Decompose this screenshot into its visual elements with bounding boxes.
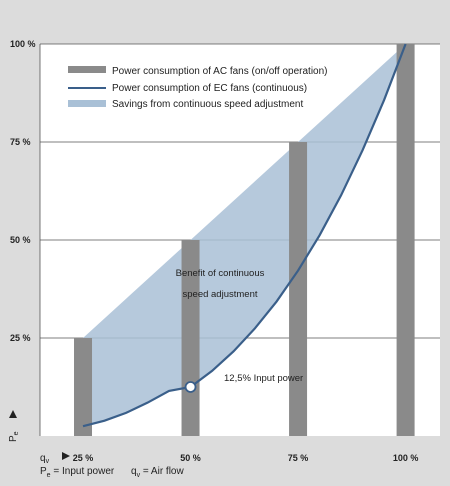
y-tick-label-75: 75 %: [10, 137, 31, 147]
footer-qv-sub: v: [136, 472, 141, 479]
x-axis-arrow-icon: [62, 452, 70, 460]
x-tick-label-100: 100 %: [393, 453, 419, 463]
legend-swatch-savings: [68, 100, 106, 107]
x-axis-symbol-q: q: [40, 453, 46, 464]
axis-legend-footer: Pe = Input power qv = Air flow: [40, 466, 198, 479]
markers: [184, 381, 197, 393]
savings-area-shape: [83, 44, 406, 427]
ac-bar-100: [396, 44, 415, 436]
y-tick-label-50: 50 %: [10, 235, 31, 245]
ac-bar-75: [289, 142, 308, 436]
x-axis-symbol: qv: [40, 452, 70, 465]
x-axis-symbol-sub: v: [46, 458, 50, 465]
y-axis-symbol: Pe: [8, 410, 20, 442]
y-axis-symbol-sub: e: [13, 431, 20, 435]
ticks: 100 % 75 % 50 % 25 % 25 % 50 % 75 % 100 %: [10, 39, 418, 463]
x-tick-label-25: 25 %: [73, 453, 94, 463]
footer-qv-label: q: [131, 466, 137, 477]
footer-input-power: Pe = Input power: [40, 466, 115, 479]
legend-label-ac: Power consumption of AC fans (on/off ope…: [112, 66, 328, 77]
footer-pe-label: P: [40, 466, 47, 477]
footer-pe-sub: e: [46, 472, 51, 479]
bars: [74, 44, 415, 436]
footer-air-flow: qv = Air flow: [131, 466, 184, 479]
benefit-annotation-line1: Benefit of continuous: [176, 268, 265, 279]
ec-curve: [82, 43, 407, 428]
x-tick-label-50: 50 %: [180, 453, 201, 463]
y-tick-label-100: 100 %: [10, 39, 36, 49]
savings-area: [83, 44, 406, 427]
y-tick-label-25: 25 %: [10, 333, 31, 343]
y-axis-arrow-icon: [9, 410, 17, 418]
benefit-annotation-line2: speed adjustment: [183, 289, 258, 300]
footer-qv-text: = Air flow: [140, 466, 184, 477]
marker-12-5-point: [184, 381, 197, 393]
footer-pe-text: = Input power: [50, 466, 115, 477]
y-axis-symbol-p: P: [8, 435, 19, 442]
ec-line: [82, 43, 407, 428]
svg-text:Pe: Pe: [8, 431, 20, 442]
legend-swatch-ac: [68, 66, 106, 73]
legend-label-savings: Savings from continuous speed adjustment: [112, 99, 303, 110]
x-tick-label-75: 75 %: [288, 453, 309, 463]
legend: Power consumption of AC fans (on/off ope…: [68, 66, 328, 110]
marker-annotation: 12,5% Input power: [224, 373, 303, 384]
ac-bar-25: [74, 338, 93, 436]
legend-label-ec: Power consumption of EC fans (continuous…: [112, 83, 307, 94]
svg-text:qv: qv: [40, 453, 50, 465]
